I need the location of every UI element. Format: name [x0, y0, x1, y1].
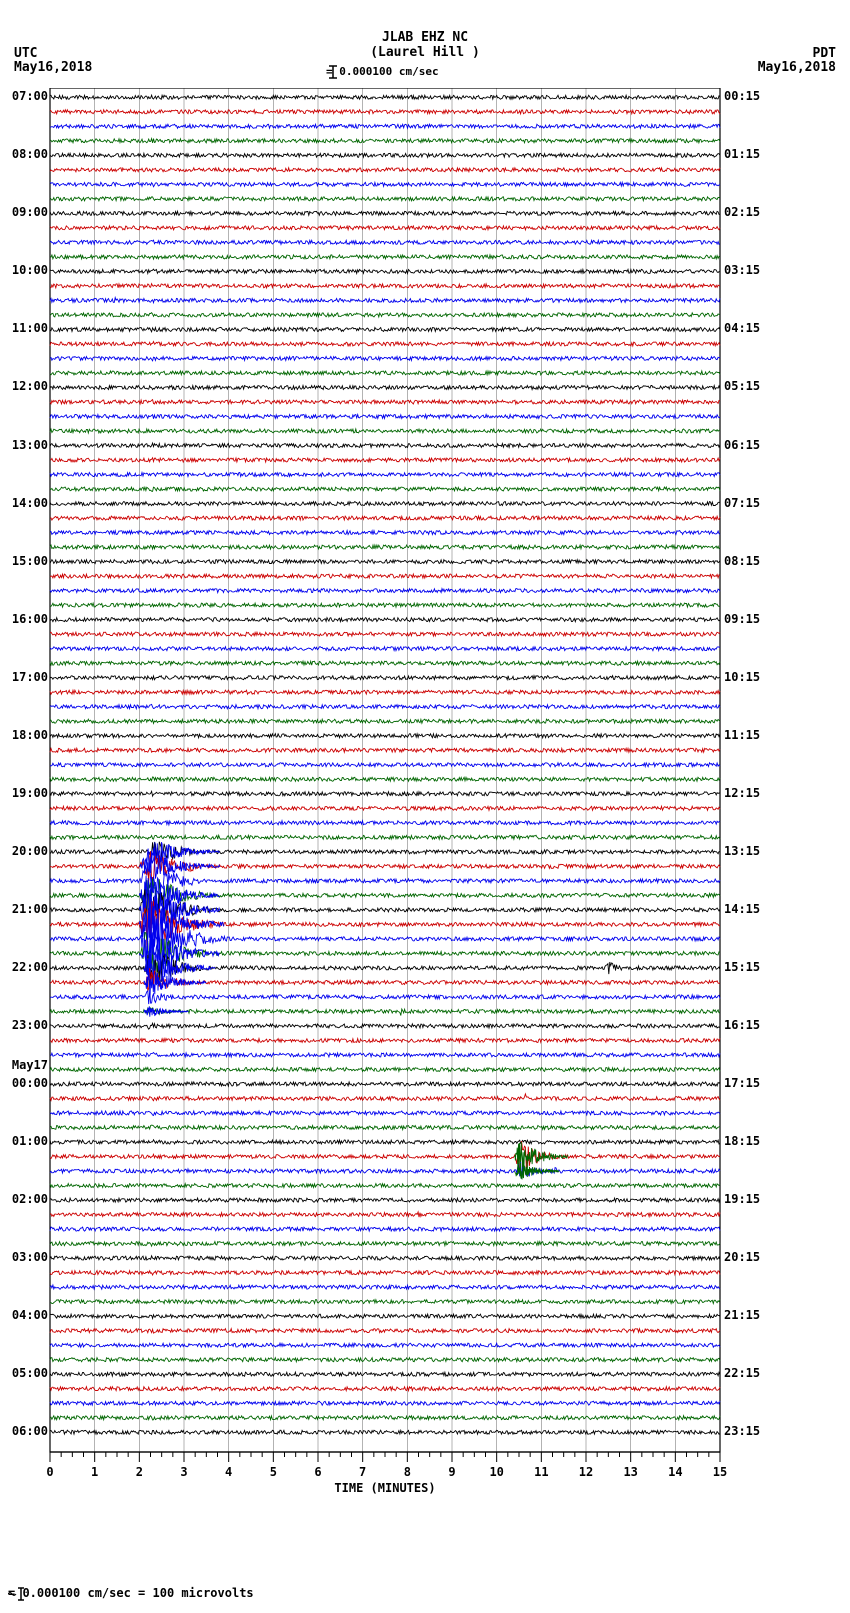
pdt-label: 11:15 [724, 728, 760, 742]
scale-indicator-footer: = 0.000100 cm/sec = 100 microvolts [8, 1586, 254, 1600]
right-date: May16,2018 [758, 60, 836, 75]
utc-label: 08:00 [12, 147, 48, 161]
svg-text:10: 10 [489, 1465, 503, 1479]
utc-label: 23:00 [12, 1018, 48, 1032]
svg-text:7: 7 [359, 1465, 366, 1479]
pdt-label: 03:15 [724, 263, 760, 277]
pdt-label: 02:15 [724, 205, 760, 219]
utc-label: 02:00 [12, 1192, 48, 1206]
utc-label: 21:00 [12, 902, 48, 916]
svg-text:3: 3 [180, 1465, 187, 1479]
svg-text:1: 1 [91, 1465, 98, 1479]
svg-text:15: 15 [713, 1465, 727, 1479]
station-id: JLAB EHZ NC [340, 30, 510, 45]
utc-label: 05:00 [12, 1366, 48, 1380]
pdt-label: 14:15 [724, 902, 760, 916]
pdt-label: 17:15 [724, 1076, 760, 1090]
station-name: (Laurel Hill ) [340, 45, 510, 60]
pdt-label: 05:15 [724, 379, 760, 393]
pdt-label: 10:15 [724, 670, 760, 684]
utc-label: 17:00 [12, 670, 48, 684]
svg-text:6: 6 [314, 1465, 321, 1479]
pdt-label: 16:15 [724, 1018, 760, 1032]
scale-text: = 0.000100 cm/sec [326, 65, 439, 78]
seismogram-container: JLAB EHZ NC (Laurel Hill ) UTC May16,201… [0, 0, 850, 1613]
utc-label: 19:00 [12, 786, 48, 800]
svg-text:9: 9 [448, 1465, 455, 1479]
right-timezone: PDT [813, 46, 836, 61]
pdt-label: 00:15 [724, 89, 760, 103]
scale-indicator-header: = 0.000100 cm/sec [326, 64, 439, 78]
utc-label: 07:00 [12, 89, 48, 103]
footer-scale-text: = 0.000100 cm/sec = 100 microvolts [8, 1586, 254, 1600]
utc-label: 03:00 [12, 1250, 48, 1264]
svg-text:13: 13 [623, 1465, 637, 1479]
pdt-label: 07:15 [724, 496, 760, 510]
svg-text:4: 4 [225, 1465, 232, 1479]
seismogram-plot: 0123456789101112131415TIME (MINUTES) [0, 88, 840, 1542]
svg-text:0: 0 [46, 1465, 53, 1479]
utc-label: 04:00 [12, 1308, 48, 1322]
utc-label: 22:00 [12, 960, 48, 974]
utc-label: 06:00 [12, 1424, 48, 1438]
left-date: May16,2018 [14, 60, 92, 75]
pdt-label: 01:15 [724, 147, 760, 161]
pdt-label: 18:15 [724, 1134, 760, 1148]
utc-label: 13:00 [12, 438, 48, 452]
utc-label: 09:00 [12, 205, 48, 219]
utc-label: 11:00 [12, 321, 48, 335]
utc-label: 14:00 [12, 496, 48, 510]
utc-label: 01:00 [12, 1134, 48, 1148]
utc-label: May17 [12, 1058, 48, 1072]
utc-label: 20:00 [12, 844, 48, 858]
pdt-label: 12:15 [724, 786, 760, 800]
svg-text:12: 12 [579, 1465, 593, 1479]
pdt-label: 19:15 [724, 1192, 760, 1206]
pdt-label: 06:15 [724, 438, 760, 452]
pdt-label: 08:15 [724, 554, 760, 568]
left-timezone: UTC [14, 46, 37, 61]
utc-label: 00:00 [12, 1076, 48, 1090]
pdt-label: 04:15 [724, 321, 760, 335]
svg-text:8: 8 [404, 1465, 411, 1479]
pdt-label: 13:15 [724, 844, 760, 858]
utc-label: 16:00 [12, 612, 48, 626]
svg-text:2: 2 [136, 1465, 143, 1479]
pdt-label: 23:15 [724, 1424, 760, 1438]
svg-text:TIME (MINUTES): TIME (MINUTES) [334, 1481, 435, 1495]
utc-label: 15:00 [12, 554, 48, 568]
pdt-label: 15:15 [724, 960, 760, 974]
utc-label: 18:00 [12, 728, 48, 742]
pdt-label: 09:15 [724, 612, 760, 626]
svg-text:5: 5 [270, 1465, 277, 1479]
utc-label: 10:00 [12, 263, 48, 277]
svg-text:14: 14 [668, 1465, 682, 1479]
svg-text:11: 11 [534, 1465, 548, 1479]
pdt-label: 20:15 [724, 1250, 760, 1264]
pdt-label: 22:15 [724, 1366, 760, 1380]
pdt-label: 21:15 [724, 1308, 760, 1322]
utc-label: 12:00 [12, 379, 48, 393]
